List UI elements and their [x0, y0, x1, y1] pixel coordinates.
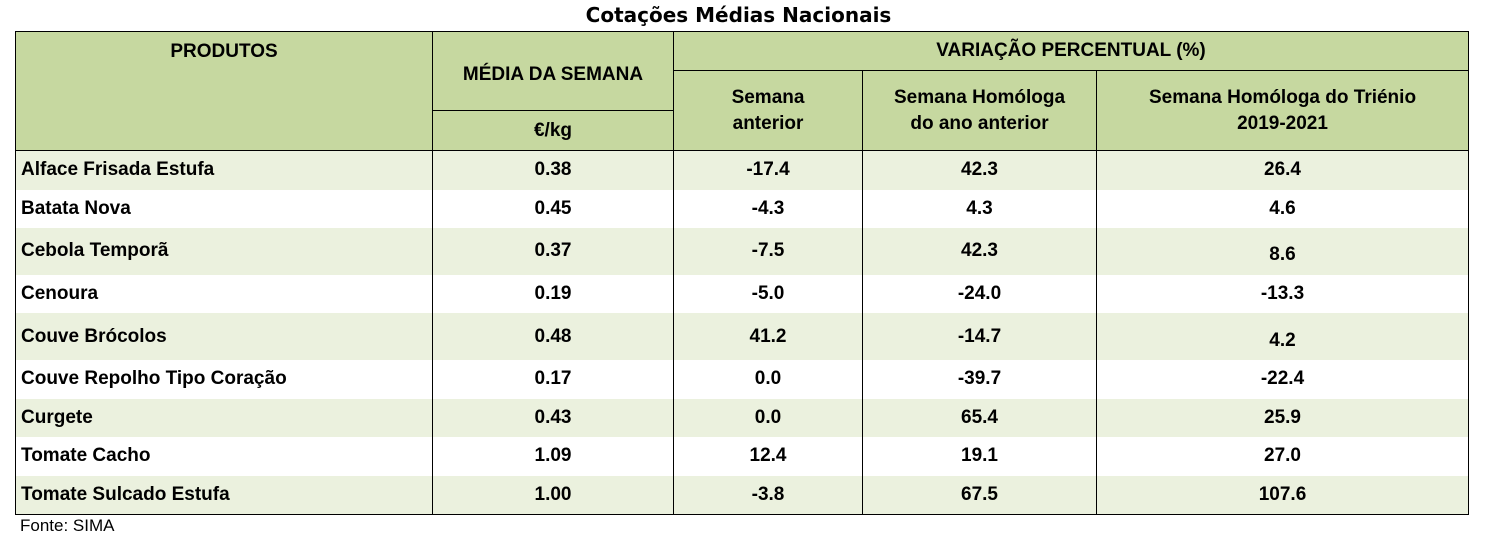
- header-media-semana: MÉDIA DA SEMANA: [432, 31, 674, 111]
- cell-media: 1.09: [432, 437, 674, 476]
- cell-produto: Tomate Sulcado Estufa: [15, 475, 433, 516]
- prices-table: PRODUTOS MÉDIA DA SEMANA VARIAÇÃO PERCEN…: [15, 31, 1470, 516]
- cell-homologa: -39.7: [862, 359, 1097, 399]
- header-homologa-line1: Semana Homóloga: [893, 86, 1066, 108]
- table-row: Alface Frisada Estufa 0.38 -17.4 42.3 26…: [15, 150, 1470, 190]
- cell-trienio: 4.2: [1095, 313, 1470, 360]
- source-note: Fonte: SIMA: [20, 516, 115, 535]
- cell-produto: Alface Frisada Estufa: [15, 150, 433, 190]
- header-semana-anterior-line1: Semana: [731, 86, 805, 108]
- cell-produto: Curgete: [15, 398, 433, 438]
- cell-media: 0.17: [432, 359, 674, 399]
- cell-anterior: -7.5: [673, 228, 863, 275]
- cell-homologa: 65.4: [862, 398, 1097, 438]
- cell-homologa: -14.7: [862, 313, 1097, 360]
- table-row: Cenoura 0.19 -5.0 -24.0 -13.3: [15, 274, 1470, 314]
- page-title: Cotações Médias Nacionais: [585, 3, 892, 27]
- cell-anterior: 41.2: [673, 313, 863, 360]
- cell-anterior: 12.4: [673, 437, 863, 476]
- table-row: Cebola Temporã 0.37 -7.5 42.3 8.6: [15, 228, 1470, 275]
- header-variacao-percentual: VARIAÇÃO PERCENTUAL (%): [672, 31, 1470, 71]
- table-row: Batata Nova 0.45 -4.3 4.3 4.6: [15, 189, 1470, 229]
- cell-anterior: -3.8: [673, 475, 863, 516]
- cell-media: 0.43: [432, 398, 674, 438]
- cell-trienio: 107.6: [1095, 475, 1470, 516]
- header-semana-homologa: Semana Homóloga do ano anterior: [862, 70, 1097, 151]
- cell-trienio: 8.6: [1095, 228, 1470, 275]
- header-unit: €/kg: [432, 110, 674, 151]
- cell-media: 0.19: [432, 274, 674, 314]
- cell-homologa: -24.0: [862, 274, 1097, 314]
- cell-media: 0.37: [432, 228, 674, 275]
- cell-produto: Couve Repolho Tipo Coração: [15, 359, 433, 399]
- cell-anterior: -17.4: [673, 150, 863, 190]
- cell-media: 0.45: [432, 189, 674, 229]
- table-row: Curgete 0.43 0.0 65.4 25.9: [15, 398, 1470, 438]
- cell-produto: Cebola Temporã: [15, 228, 433, 275]
- cell-produto: Couve Brócolos: [15, 313, 433, 360]
- header-trienio-line1: Semana Homóloga do Triénio: [1148, 86, 1417, 108]
- cell-produto: Tomate Cacho: [15, 437, 433, 476]
- header-trienio: Semana Homóloga do Triénio 2019-2021: [1095, 70, 1470, 151]
- cell-homologa: 4.3: [862, 189, 1097, 229]
- cell-anterior: 0.0: [673, 359, 863, 399]
- cell-homologa: 42.3: [862, 150, 1097, 190]
- header-semana-anterior: Semana anterior: [673, 70, 863, 151]
- cell-anterior: -5.0: [673, 274, 863, 314]
- cell-media: 0.48: [432, 313, 674, 360]
- cell-trienio: 27.0: [1095, 437, 1470, 476]
- table-row: Tomate Cacho 1.09 12.4 19.1 27.0: [15, 437, 1470, 476]
- cell-media: 0.38: [432, 150, 674, 190]
- cell-homologa: 42.3: [862, 228, 1097, 275]
- cell-media: 1.00: [432, 475, 674, 516]
- cell-trienio: -13.3: [1095, 274, 1470, 314]
- table-row: Couve Brócolos 0.48 41.2 -14.7 4.2: [15, 313, 1470, 360]
- cell-produto: Cenoura: [15, 274, 433, 314]
- cell-trienio: 25.9: [1095, 398, 1470, 438]
- header-homologa-line2: do ano anterior: [910, 112, 1049, 134]
- header-semana-anterior-line2: anterior: [732, 112, 804, 134]
- header-produtos: PRODUTOS: [15, 31, 433, 151]
- cell-anterior: -4.3: [673, 189, 863, 229]
- cell-produto: Batata Nova: [15, 189, 433, 229]
- cell-homologa: 67.5: [862, 475, 1097, 516]
- table-row: Couve Repolho Tipo Coração 0.17 0.0 -39.…: [15, 359, 1470, 399]
- cell-homologa: 19.1: [862, 437, 1097, 476]
- cell-trienio: 4.6: [1095, 189, 1470, 229]
- table-row: Tomate Sulcado Estufa 1.00 -3.8 67.5 107…: [15, 475, 1470, 516]
- cell-anterior: 0.0: [673, 398, 863, 438]
- cell-trienio: -22.4: [1095, 359, 1470, 399]
- cell-trienio: 26.4: [1095, 150, 1470, 190]
- header-trienio-line2: 2019-2021: [1237, 112, 1328, 134]
